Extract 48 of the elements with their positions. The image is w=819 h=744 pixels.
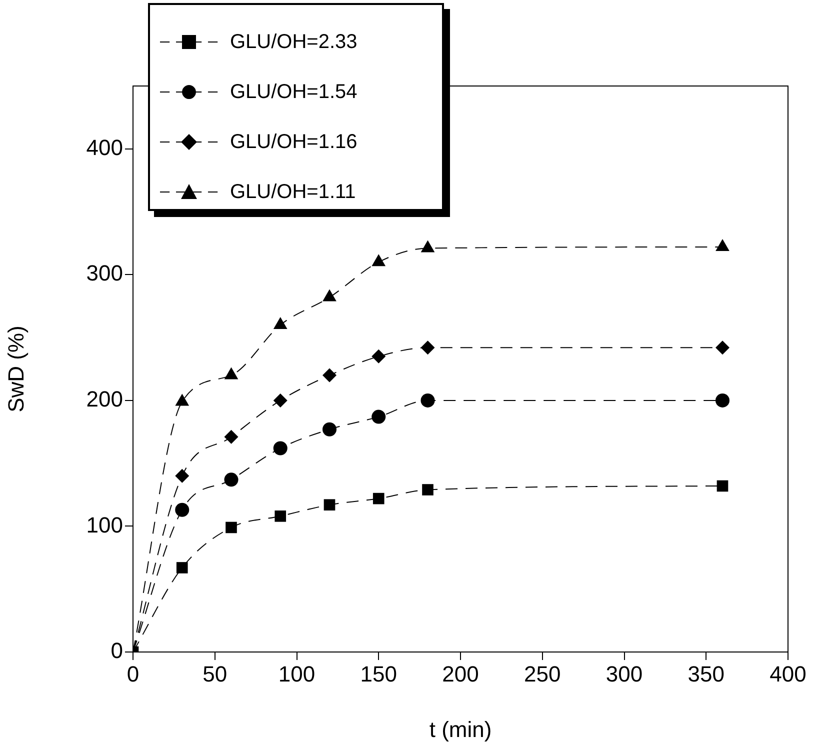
- point: [372, 410, 386, 424]
- point: [372, 254, 386, 266]
- point: [176, 562, 188, 574]
- legend-label: GLU/OH=2.33: [230, 30, 358, 54]
- legend-label: GLU/OH=1.16: [230, 130, 358, 154]
- x-tick-label: 150: [360, 661, 397, 686]
- y-tick-label: 100: [86, 512, 123, 538]
- legend-label: GLU/OH=1.11: [230, 180, 356, 204]
- point: [273, 316, 288, 329]
- point: [324, 499, 336, 510]
- point: [224, 472, 238, 487]
- point: [175, 468, 190, 483]
- x-tick-label: 50: [202, 661, 228, 686]
- y-tick-label: 300: [86, 260, 123, 286]
- point: [372, 349, 386, 364]
- legend-label: GLU/OH=1.54: [230, 80, 358, 104]
- point: [420, 340, 435, 355]
- point: [322, 368, 336, 382]
- point: [224, 430, 238, 444]
- point: [716, 480, 728, 492]
- point: [274, 510, 286, 522]
- y-tick-label: 400: [86, 134, 123, 160]
- point: [224, 367, 238, 380]
- point: [175, 502, 190, 517]
- point: [422, 484, 434, 496]
- point: [226, 522, 237, 534]
- x-tick-label: 400: [770, 661, 806, 686]
- x-tick-label: 300: [606, 661, 643, 686]
- x-tick-label: 0: [126, 661, 140, 686]
- point: [322, 289, 336, 302]
- x-axis-title: t (min): [429, 716, 492, 742]
- point: [273, 393, 288, 408]
- x-tick-label: 350: [688, 661, 724, 686]
- point: [716, 393, 730, 408]
- point: [175, 394, 190, 406]
- point: [420, 240, 435, 252]
- y-axis-title: SwD (%): [3, 326, 28, 412]
- point: [273, 441, 288, 456]
- x-tick-label: 200: [442, 661, 479, 686]
- point: [372, 492, 384, 504]
- y-tick-label: 200: [86, 386, 123, 412]
- point: [420, 393, 435, 408]
- y-tick-label: 0: [110, 638, 123, 664]
- x-tick-label: 250: [524, 661, 561, 686]
- x-tick-label: 100: [278, 661, 316, 686]
- point: [716, 238, 730, 251]
- point: [716, 340, 730, 355]
- point: [322, 422, 336, 436]
